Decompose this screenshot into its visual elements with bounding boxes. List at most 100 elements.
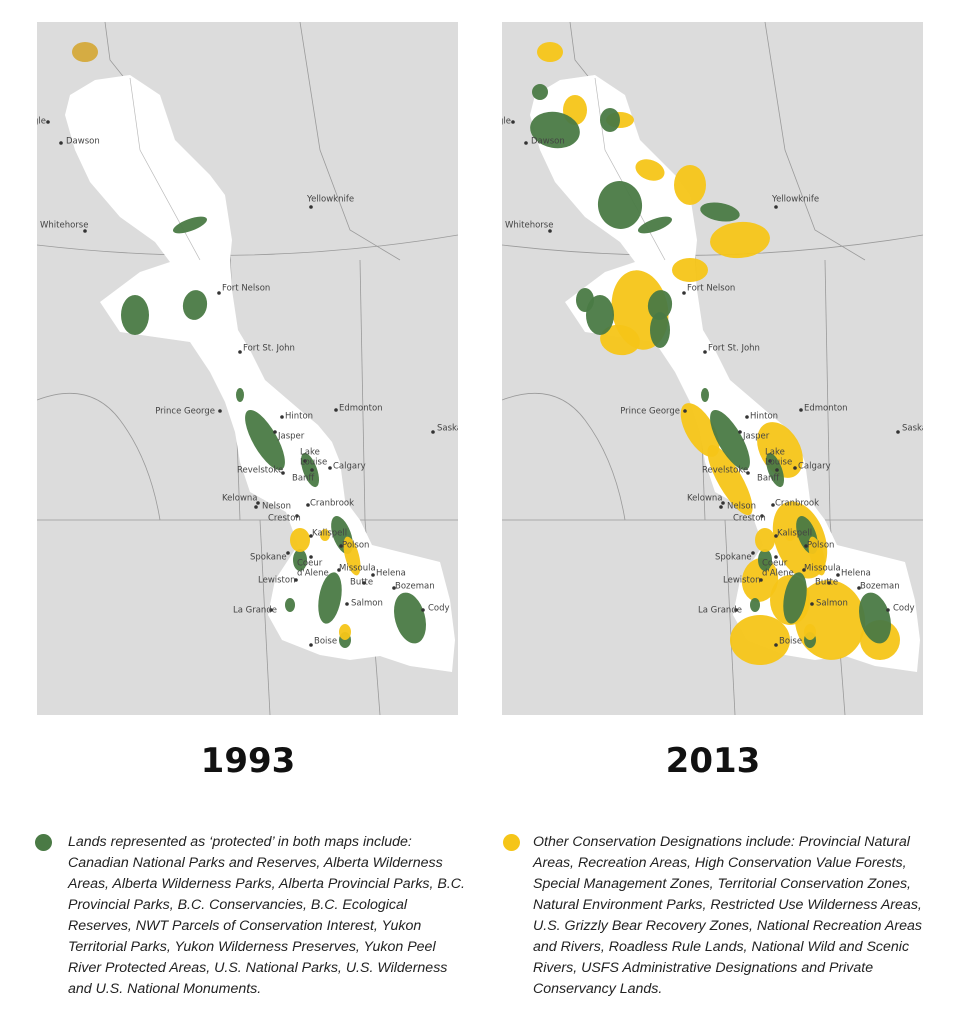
place-label: Hinton — [285, 412, 313, 422]
place-dot — [238, 350, 242, 354]
green-area — [700, 202, 740, 222]
yellow-area — [674, 165, 706, 205]
place-dot — [309, 643, 313, 647]
place-dot — [362, 581, 366, 585]
place-dot — [431, 430, 435, 434]
legend-text: Lands represented as ‘protected’ in both… — [68, 834, 465, 997]
place-label: Cranbrook — [310, 499, 354, 509]
place-dot — [309, 205, 313, 209]
place-label: Whitehorse — [505, 221, 553, 231]
green-area — [600, 108, 620, 132]
place-label: Kalispell — [312, 529, 347, 539]
place-dot — [760, 514, 764, 518]
border-line — [37, 234, 458, 256]
place-label: Calgary — [333, 462, 366, 472]
place-label: Fort St. John — [243, 344, 295, 354]
place-label: Salmon — [351, 599, 383, 609]
yellow-area — [672, 258, 708, 282]
green-area — [293, 549, 307, 571]
place-dot — [303, 459, 307, 463]
border-line — [37, 393, 161, 521]
place-dot — [774, 534, 778, 538]
place-dot — [774, 643, 778, 647]
place-dot — [218, 409, 222, 413]
place-label: Missoula — [804, 564, 841, 574]
place-dot — [310, 468, 314, 472]
place-label: Boise — [779, 637, 802, 647]
place-dot — [734, 608, 738, 612]
border-line — [724, 519, 736, 715]
place-label: Spokane — [250, 553, 287, 563]
place-label: Saskat — [902, 424, 931, 434]
yellow-area — [730, 615, 790, 665]
green-area — [710, 409, 750, 471]
green-area — [597, 181, 643, 229]
place-label: gle — [33, 117, 46, 127]
place-label: Banff — [292, 474, 315, 484]
place-label: Dawson — [531, 137, 565, 147]
place-label: Jasper — [742, 432, 770, 442]
yellow-area — [72, 42, 98, 62]
place-dot — [371, 573, 375, 577]
green-area — [701, 388, 709, 402]
place-dot — [827, 581, 831, 585]
place-dot — [46, 120, 50, 124]
yellow-area — [600, 324, 640, 356]
green-area — [750, 598, 760, 612]
place-dot — [836, 573, 840, 577]
place-label: Missoula — [339, 564, 376, 574]
place-label: La Grande — [233, 606, 277, 616]
legend-swatch — [35, 834, 52, 851]
place-label: d'Alene — [297, 569, 329, 579]
yellow-area — [343, 536, 361, 576]
place-dot — [738, 430, 742, 434]
green-area — [859, 592, 891, 644]
yellow-area — [537, 42, 563, 62]
green-area — [532, 84, 548, 100]
green-area — [121, 295, 149, 335]
place-label: Whitehorse — [40, 221, 88, 231]
green-area — [394, 592, 426, 644]
yellow-area — [339, 624, 351, 640]
yellow-area — [808, 536, 826, 576]
place-dot — [334, 408, 338, 412]
place-dot — [524, 141, 528, 145]
place-label: Louise — [300, 458, 327, 468]
place-dot — [768, 459, 772, 463]
place-dot — [286, 551, 290, 555]
place-label: Louise — [765, 458, 792, 468]
place-dot — [719, 505, 723, 509]
place-label: Bozeman — [860, 582, 900, 592]
place-label: Prince George — [155, 407, 215, 417]
place-dot — [703, 350, 707, 354]
place-label: Kalispell — [777, 529, 812, 539]
green-area — [530, 111, 580, 149]
green-area — [783, 572, 807, 624]
green-area — [245, 409, 285, 471]
border-line — [764, 22, 866, 261]
place-dot — [548, 229, 552, 233]
place-dot — [774, 205, 778, 209]
place-dot — [793, 466, 797, 470]
place-dot — [804, 544, 808, 548]
place-dot — [217, 291, 221, 295]
place-label: Cody — [428, 604, 450, 614]
green-area — [758, 549, 772, 571]
place-label: Boise — [314, 637, 337, 647]
place-dot — [309, 555, 313, 559]
place-dot — [273, 430, 277, 434]
place-label: Hinton — [750, 412, 778, 422]
place-label: Edmonton — [804, 404, 848, 414]
place-dot — [256, 501, 260, 505]
place-label: Helena — [376, 569, 406, 579]
place-dot — [294, 578, 298, 582]
yellow-area — [290, 528, 310, 552]
yellow-area — [755, 528, 775, 552]
place-dot — [745, 415, 749, 419]
green-area — [285, 598, 295, 612]
border-line — [259, 519, 271, 715]
place-dot — [269, 608, 273, 612]
place-dot — [254, 505, 258, 509]
place-dot — [721, 501, 725, 505]
